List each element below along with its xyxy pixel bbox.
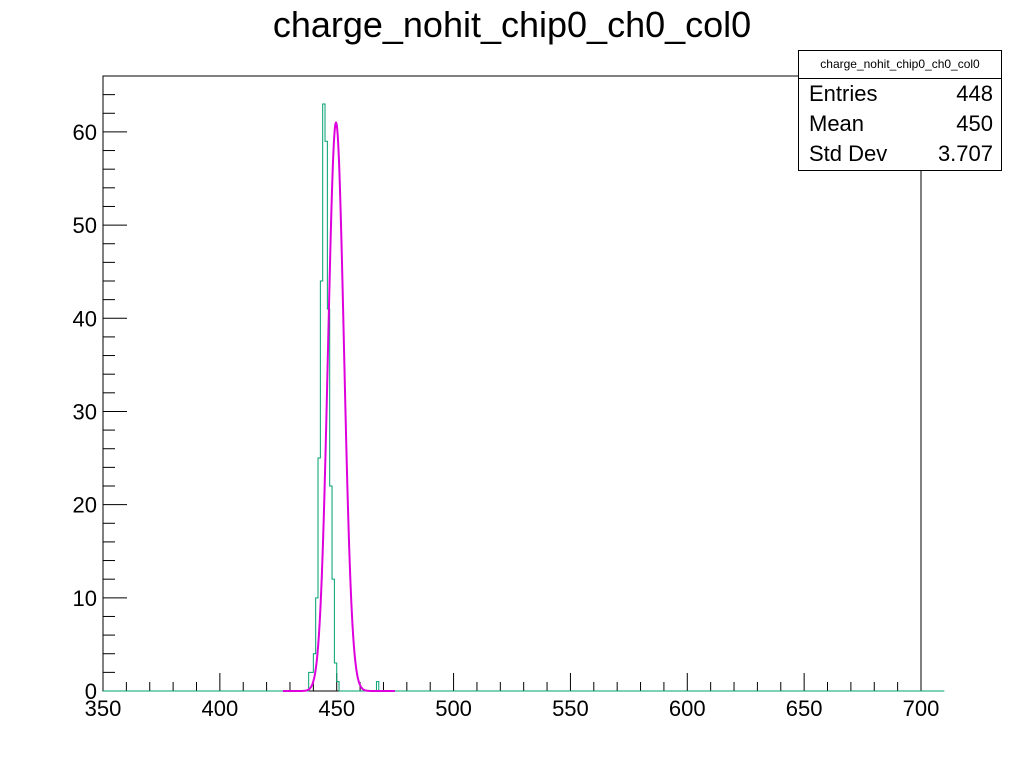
stats-value: 448 [956, 81, 993, 106]
stats-key: Mean [809, 111, 865, 136]
stats-title: charge_nohit_chip0_ch0_col0 [799, 51, 1001, 79]
y-tick-label: 50 [73, 213, 97, 238]
plot-title: charge_nohit_chip0_ch0_col0 [272, 4, 752, 45]
stats-value: 450 [956, 111, 993, 136]
y-tick-label: 60 [73, 120, 97, 145]
histogram-series [103, 103, 945, 692]
x-tick-label: 400 [201, 696, 238, 721]
y-tick-label: 0 [85, 679, 97, 704]
x-tick-label: 350 [85, 696, 122, 721]
stats-value: 3.707 [937, 141, 993, 166]
y-tick-label: 10 [73, 586, 97, 611]
x-tick-label: 650 [786, 696, 823, 721]
histogram-outline [103, 103, 945, 692]
y-tick-label: 20 [73, 493, 97, 518]
stats-box: charge_nohit_chip0_ch0_col0 Entries 448 … [798, 50, 1002, 171]
stats-key: Entries [809, 81, 878, 106]
x-tick-label: 600 [669, 696, 706, 721]
x-tick-label: 500 [435, 696, 472, 721]
stats-key: Std Dev [809, 141, 888, 166]
stats-row-mean: Mean 450 [799, 109, 1001, 139]
gaussian-fit [282, 121, 395, 692]
stats-row-entries: Entries 448 [799, 79, 1001, 109]
x-tick-label: 550 [552, 696, 589, 721]
x-tick-label: 700 [903, 696, 940, 721]
y-tick-label: 40 [73, 306, 97, 331]
stats-row-stddev: Std Dev 3.707 [799, 139, 1001, 169]
fit-curve [282, 121, 395, 692]
axis-ticks [102, 75, 922, 692]
y-tick-label: 30 [73, 399, 97, 424]
x-tick-label: 450 [318, 696, 355, 721]
tick-labels: 350 400 450 500 550 600 650 700 0 10 20 30 40 50 60 [73, 120, 940, 721]
